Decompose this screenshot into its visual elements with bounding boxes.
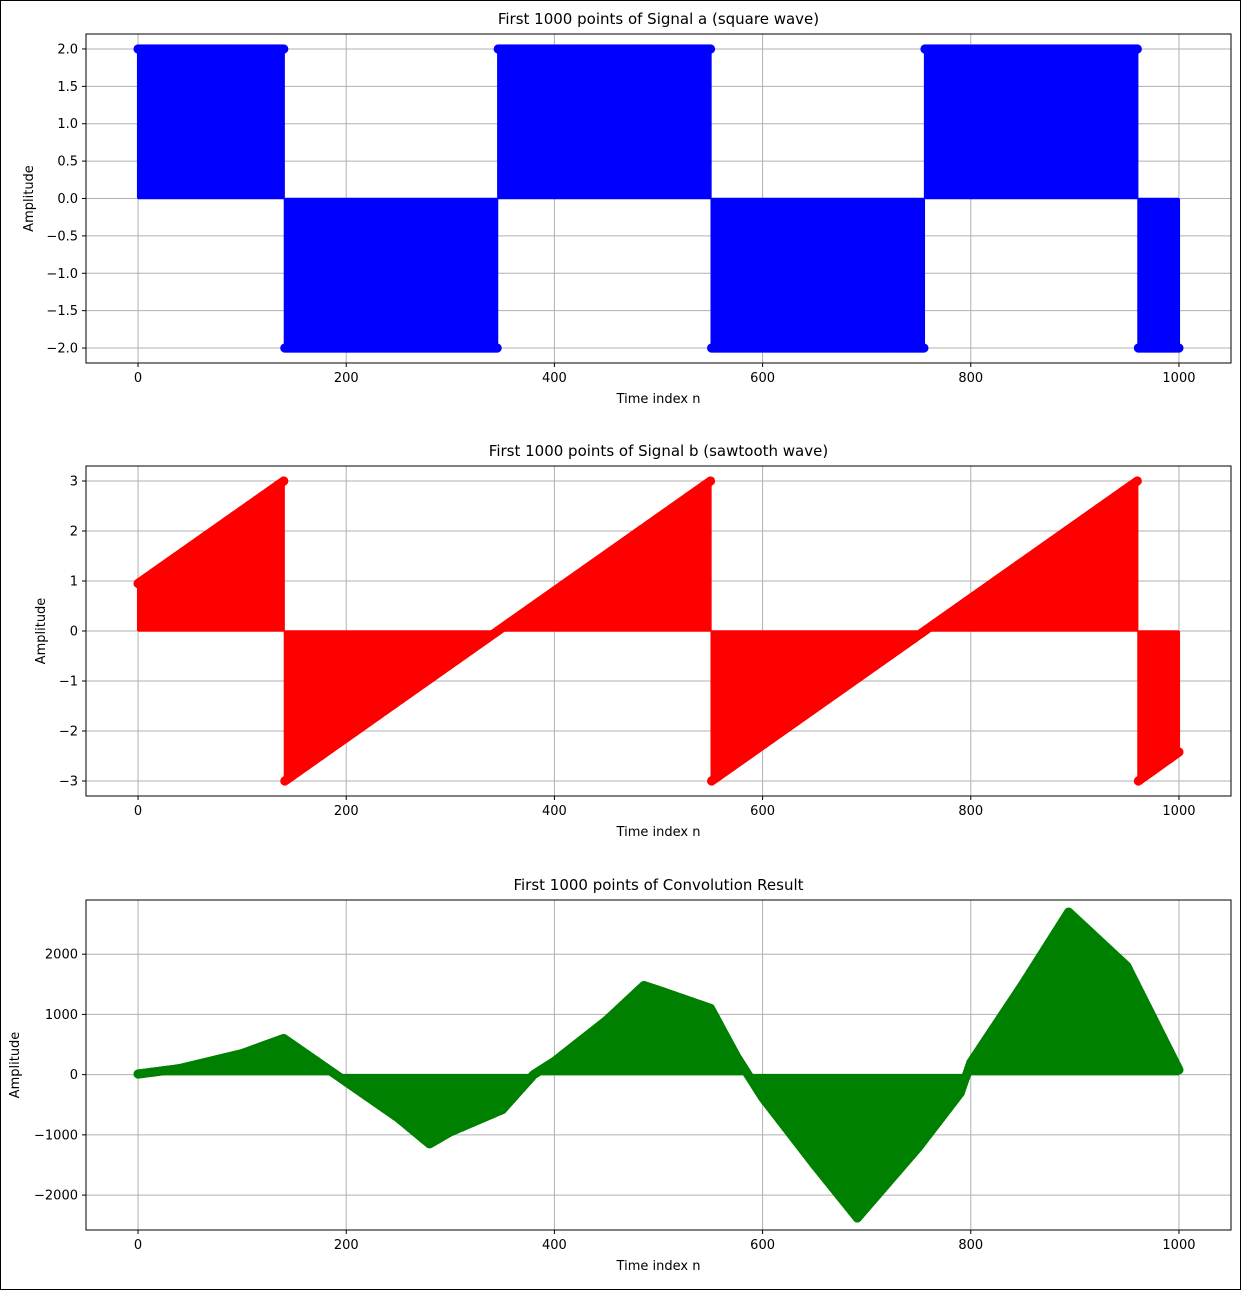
x-tick-label: 400 bbox=[542, 804, 567, 819]
stem-marker bbox=[279, 44, 289, 54]
x-tick-label: 0 bbox=[134, 371, 142, 386]
y-axis-label: Amplitude bbox=[34, 598, 49, 665]
x-tick-label: 0 bbox=[134, 804, 142, 819]
y-tick-label: −1.0 bbox=[46, 267, 78, 282]
y-tick-label: 2.0 bbox=[57, 42, 78, 57]
x-axis-label: Time index n bbox=[616, 392, 701, 407]
x-tick-label: 200 bbox=[334, 804, 359, 819]
y-tick-label: −3 bbox=[59, 775, 78, 790]
y-tick-label: 2 bbox=[70, 525, 78, 540]
stem-marker bbox=[705, 476, 716, 486]
y-tick-label: 0.5 bbox=[57, 155, 78, 170]
stem-marker bbox=[919, 343, 929, 353]
chart-title: First 1000 points of Signal a (square wa… bbox=[498, 10, 819, 28]
y-tick-label: −2.0 bbox=[46, 342, 78, 357]
y-tick-label: 0 bbox=[70, 625, 78, 640]
x-tick-label: 800 bbox=[958, 804, 983, 819]
y-tick-label: −1 bbox=[59, 675, 78, 690]
x-tick-label: 1000 bbox=[1162, 804, 1195, 819]
y-tick-label: 1.5 bbox=[57, 80, 78, 95]
stem-marker bbox=[492, 343, 502, 353]
stem-marker bbox=[1174, 343, 1184, 353]
subplot-3: 0 200 400 600 800 1000−2000−1000010002000Firs… bbox=[8, 876, 1232, 1274]
x-axis-label: Time index n bbox=[616, 825, 701, 840]
stem-marker bbox=[279, 476, 289, 486]
x-tick-label: 600 bbox=[750, 804, 775, 819]
stem-marker bbox=[1132, 44, 1142, 54]
y-axis-label: Amplitude bbox=[22, 165, 37, 232]
x-tick-label: 200 bbox=[334, 371, 359, 386]
x-tick-label: 600 bbox=[750, 371, 775, 386]
subplot-1: 0 200 400 600 800 1000 −2.0 −1.5 −1.0 −0.5 0.0 0.5 1… bbox=[22, 10, 1232, 407]
y-tick-label: 1.0 bbox=[57, 117, 78, 132]
x-tick-label: 400 bbox=[542, 371, 567, 386]
y-tick-label: −1.5 bbox=[46, 304, 78, 319]
x-tick-label: 800 bbox=[958, 371, 983, 386]
series-stems bbox=[133, 476, 1184, 786]
y-tick-label: 0.0 bbox=[57, 192, 78, 207]
y-tick-label: −0.5 bbox=[46, 229, 78, 244]
y-tick-label: −2 bbox=[59, 725, 78, 740]
stem-marker bbox=[1174, 747, 1184, 757]
chart-title: First 1000 points of Signal b (sawtooth … bbox=[489, 442, 828, 460]
subplot-2: 0 200 400 600 800 1000 −3 −2 −1 0 1 2 3 First 1000 po… bbox=[34, 442, 1232, 840]
stem-marker bbox=[705, 44, 716, 54]
stem-marker bbox=[1132, 476, 1142, 486]
y-tick-label: 3 bbox=[70, 475, 78, 490]
x-tick-label: 1000 bbox=[1162, 371, 1195, 386]
series-stems bbox=[133, 44, 1184, 353]
y-tick-label: 1 bbox=[70, 575, 78, 590]
series-stems bbox=[133, 907, 1184, 1223]
